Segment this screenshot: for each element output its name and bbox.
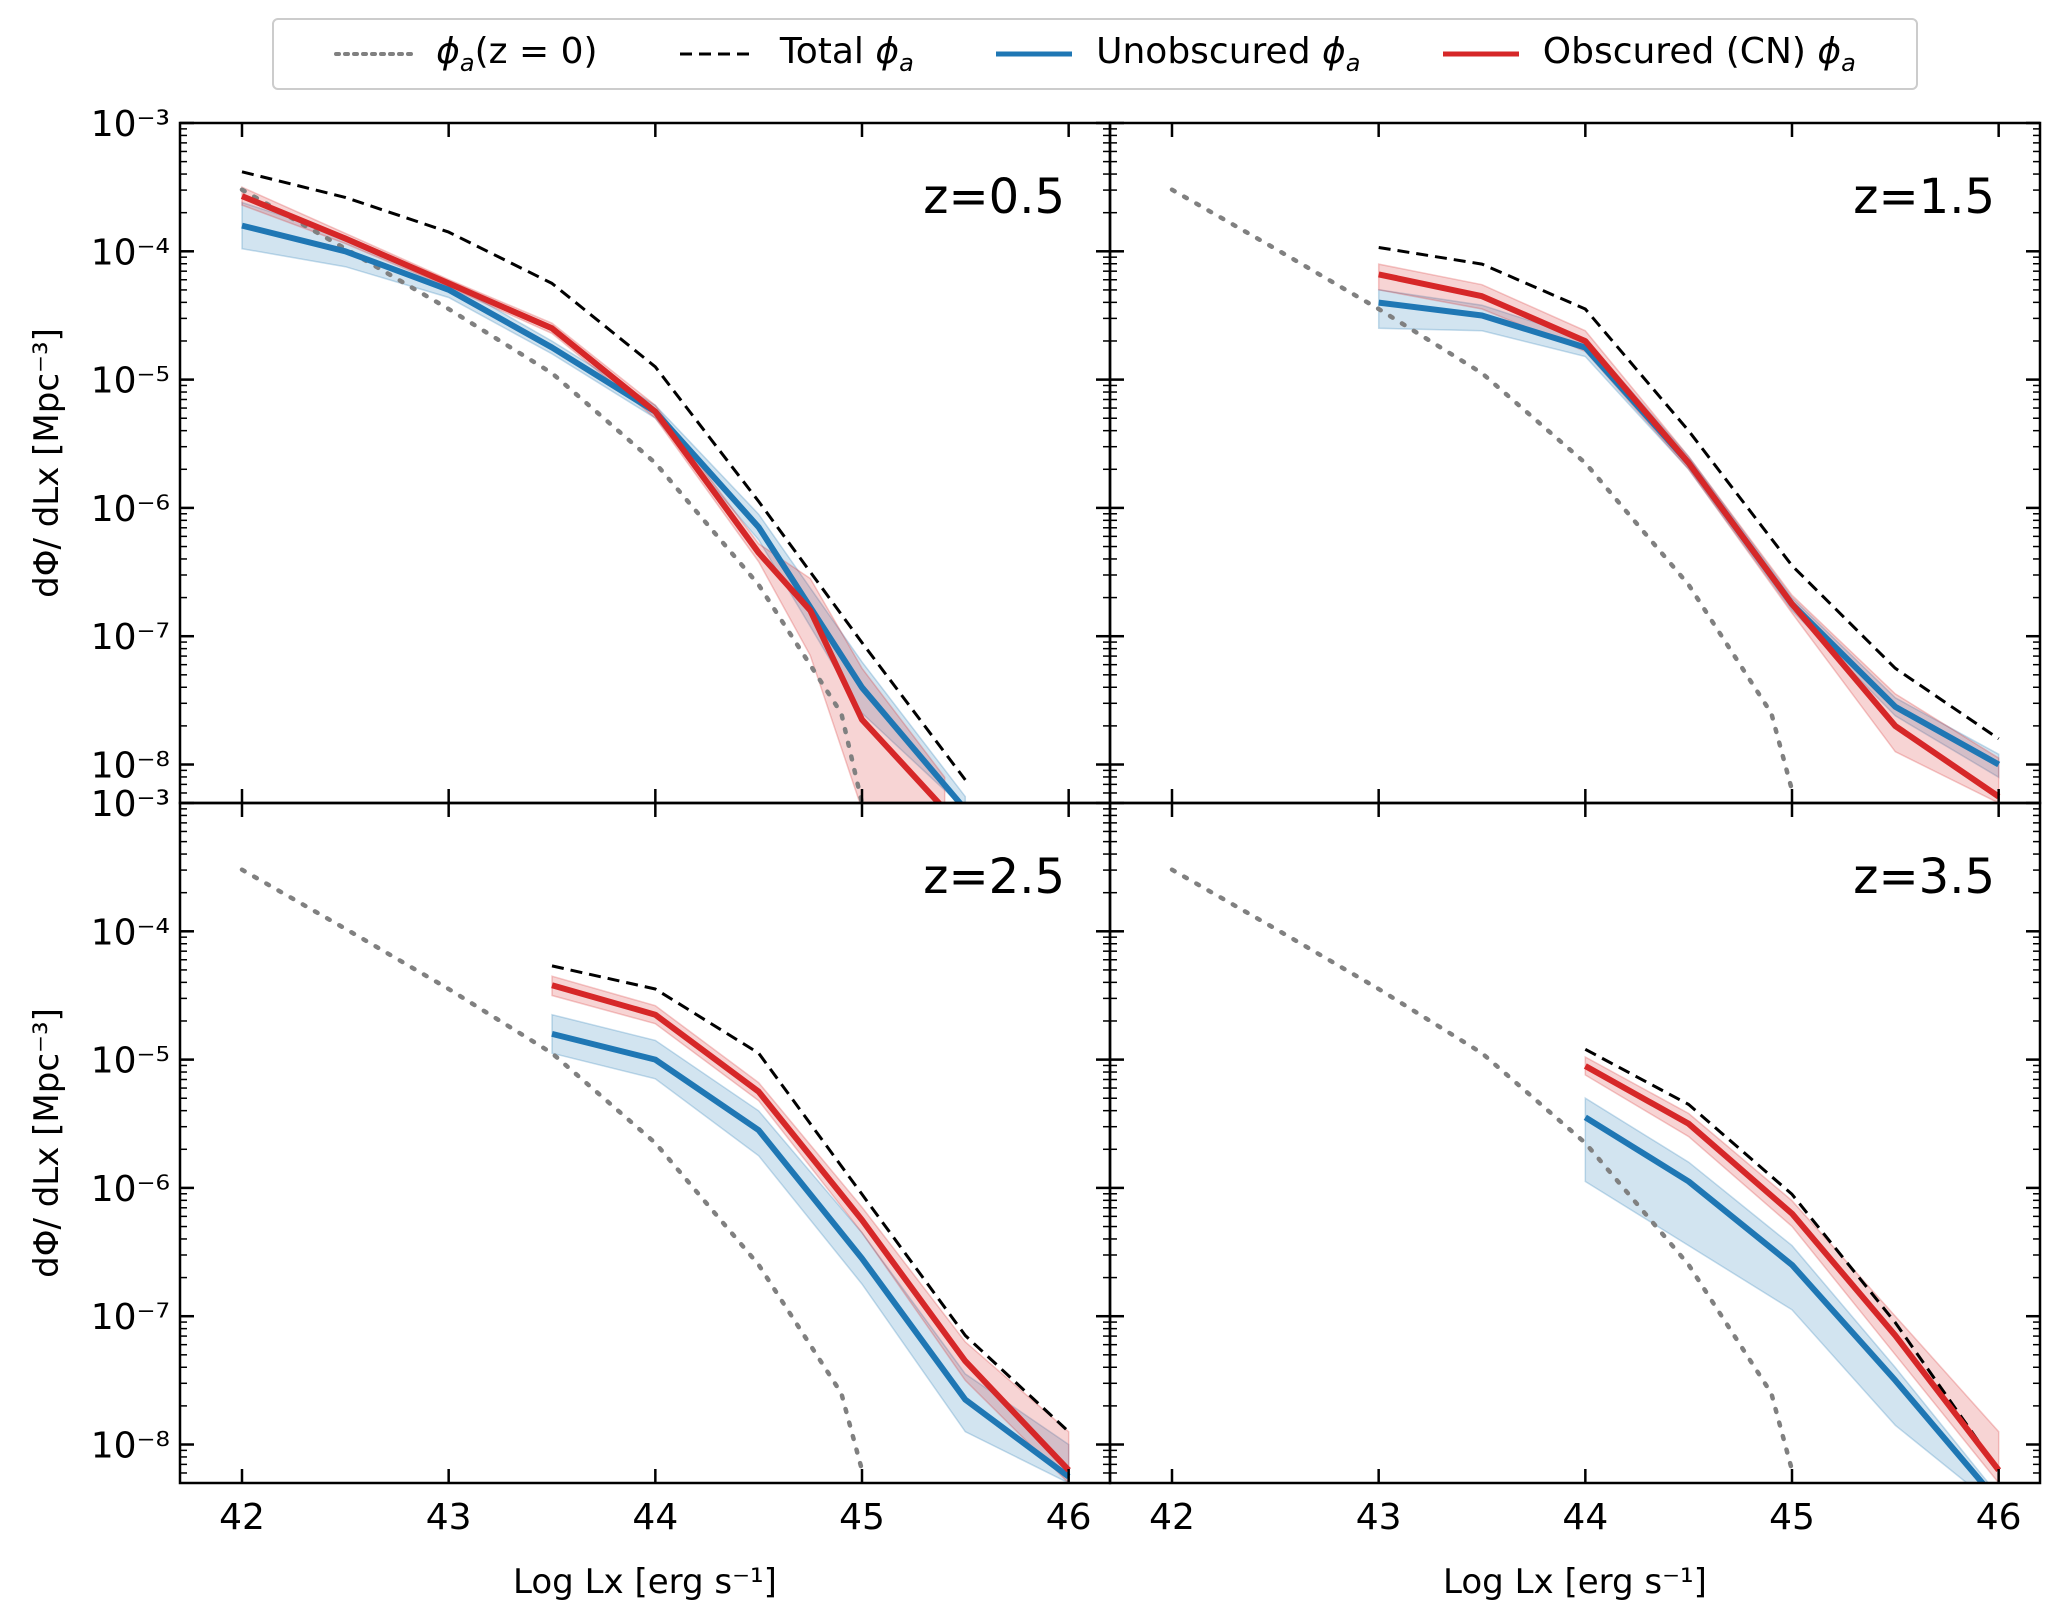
y-tick-label: 10⁻⁷	[91, 1297, 170, 1338]
x-axis-label: Log Lx [erg s⁻¹]	[513, 1562, 777, 1602]
y-tick-label: 10⁻⁵	[91, 1041, 170, 1082]
y-axis-label: dΦ/ dLx [Mpc⁻³]	[27, 328, 67, 598]
legend-entry-unobscured: Unobscured ϕa	[994, 31, 1360, 77]
y-tick-label: 10⁻³	[91, 104, 170, 145]
panel-title: z=3.5	[1853, 849, 1995, 905]
x-tick-label: 44	[632, 1497, 678, 1538]
legend-swatch-dashed	[679, 52, 756, 56]
series-line-unobscured	[241, 222, 964, 803]
panel-2: z=1.5	[1108, 121, 2042, 805]
series-line-total	[551, 964, 1070, 1433]
panel-plot-area	[1169, 187, 2001, 803]
x-tick-label: 46	[1976, 1497, 2022, 1538]
panel-plot-area	[239, 867, 1071, 1483]
x-axis-label: Log Lx [erg s⁻¹]	[1443, 1562, 1707, 1602]
x-tick-label: 46	[1046, 1497, 1092, 1538]
panel-plot-area	[239, 170, 967, 803]
panel-title: z=0.5	[923, 169, 1065, 225]
legend-label-phi-z0: ϕa(z = 0)	[436, 30, 598, 78]
y-tick-label: 10⁻⁴	[91, 232, 170, 273]
panel-4: 42 43 44 45 46 Log Lx [erg s⁻¹] z=3.5	[1108, 801, 2042, 1602]
y-tick-label: 10⁻⁵	[91, 361, 170, 402]
x-tick-label: 42	[219, 1497, 265, 1538]
panel-title: z=1.5	[1853, 169, 1995, 225]
legend-label-obscured: Obscured (CN) ϕa	[1542, 30, 1856, 78]
series-line-obscured	[1583, 1063, 2002, 1473]
y-axis-label: dΦ/ dLx [Mpc⁻³]	[27, 1008, 67, 1278]
x-tick-label: 45	[839, 1497, 885, 1538]
x-tick-label: 44	[1562, 1497, 1608, 1538]
band-obscured	[241, 186, 946, 803]
series-line-unobscured	[1378, 299, 2001, 768]
series-line-phi-z0	[1169, 187, 1795, 793]
legend-label-total: Total ϕa	[779, 30, 914, 78]
band-obscured	[1584, 1055, 2000, 1483]
series-line-phi-z0	[239, 867, 865, 1473]
panel-1: 10⁻³ 10⁻⁴ 10⁻⁵ 10⁻⁶ 10⁻⁷ 10⁻⁸ dΦ/ dLx [Mpc⁻³] z…	[27, 104, 1112, 805]
y-tick-label: 10⁻³	[91, 784, 170, 825]
legend-swatch-blue	[996, 51, 1073, 57]
x-tick-label: 43	[426, 1497, 472, 1538]
y-tick-label: 10⁻⁴	[91, 912, 170, 953]
x-tick-label: 45	[1769, 1497, 1815, 1538]
band-obscured	[1377, 263, 2000, 803]
series-line-unobscured	[551, 1030, 1071, 1480]
legend-entry-obscured: Obscured (CN) ϕa	[1441, 31, 1856, 77]
y-tick-label: 10⁻⁷	[91, 617, 170, 658]
series-line-obscured	[551, 982, 1071, 1473]
series-line-unobscured	[1583, 1114, 1987, 1483]
series-line-total	[1378, 246, 2000, 741]
band-unobscured	[1584, 1096, 1990, 1483]
band-unobscured	[551, 1013, 1070, 1483]
y-tick-label: 10⁻⁸	[91, 1426, 170, 1467]
y-tick-label: 10⁻⁸	[91, 746, 170, 787]
legend-entry-phi-z0: ϕa(z = 0)	[334, 30, 598, 78]
x-tick-label: 43	[1356, 1497, 1402, 1538]
legend-swatch-red	[1442, 51, 1519, 57]
series-line-total	[1584, 1047, 2000, 1472]
legend-swatch-dotted	[334, 52, 415, 56]
series-line-obscured	[1378, 271, 2001, 800]
series-line-phi-z0	[239, 187, 865, 803]
legend-label-unobscured: Unobscured ϕa	[1096, 30, 1361, 78]
panel-frame	[1108, 801, 2042, 1485]
band-obscured	[551, 975, 1070, 1483]
panel-3: 42 43 44 45 46 10⁻³ 10⁻⁴ 10⁻⁵ 10⁻⁶ 10⁻⁷ 10⁻⁸ dΦ/ dL…	[27, 784, 1112, 1602]
panel-title: z=2.5	[923, 849, 1065, 905]
series-line-phi-z0	[1169, 867, 1795, 1473]
legend-entry-total: Total ϕa	[678, 31, 914, 77]
y-tick-label: 10⁻⁶	[91, 1169, 170, 1210]
x-tick-label: 42	[1149, 1497, 1195, 1538]
series-line-total	[241, 170, 967, 781]
panel-plot-area	[1169, 867, 2002, 1483]
y-tick-label: 10⁻⁶	[91, 489, 170, 530]
series-line-obscured	[240, 193, 943, 803]
legend: ϕa(z = 0) Total ϕa Unobscured ϕa Obscure…	[272, 18, 1918, 90]
